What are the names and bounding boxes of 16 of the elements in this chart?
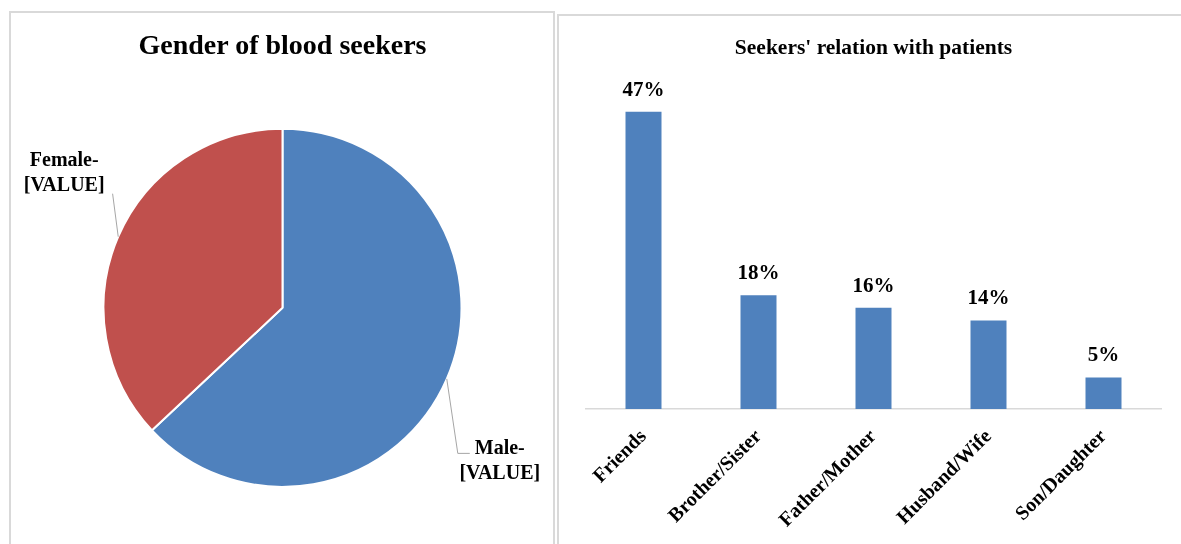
data-label: [VALUE]	[23, 173, 105, 196]
slice-label: Female-	[29, 148, 99, 171]
data-label: 18%	[737, 260, 780, 285]
slice-label: Male-	[474, 435, 525, 458]
chart-title: Gender of blood seekers	[138, 29, 427, 61]
data-label: 47%	[622, 76, 665, 101]
data-label: [VALUE]	[459, 460, 541, 483]
bar	[970, 320, 1007, 409]
bar	[740, 295, 777, 409]
data-label: 14%	[967, 285, 1010, 310]
chart-title: Seekers' relation with patients	[734, 35, 1013, 60]
data-label: 5%	[1087, 342, 1120, 367]
bar	[855, 307, 892, 409]
data-label: 16%	[852, 272, 895, 297]
bar	[1085, 377, 1122, 409]
bar	[625, 111, 662, 409]
